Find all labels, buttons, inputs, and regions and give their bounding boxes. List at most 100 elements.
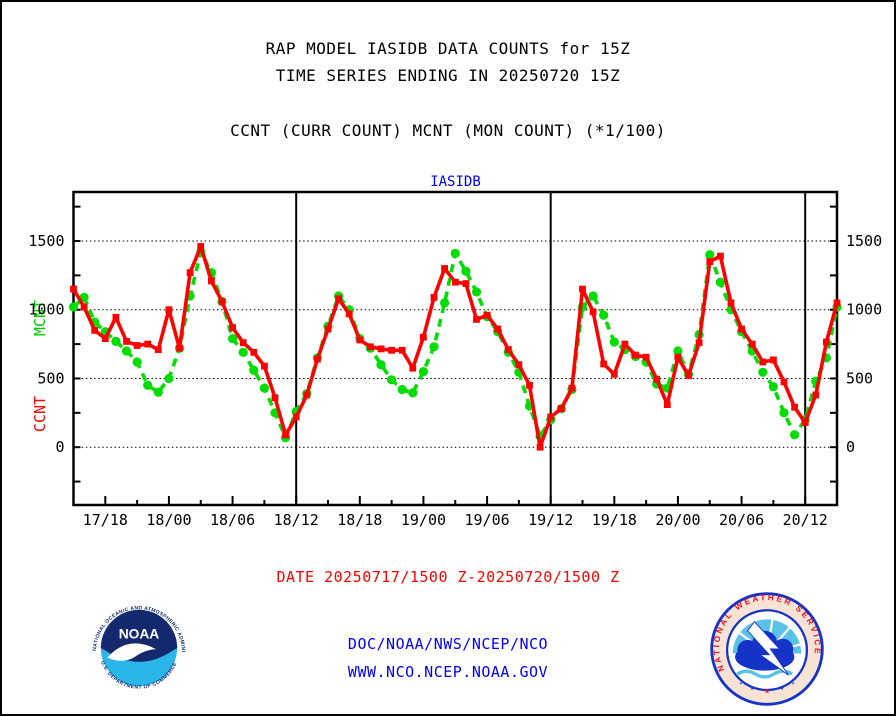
ccnt-point [430, 294, 438, 301]
mcnt-point [450, 248, 460, 258]
mcnt-point [779, 408, 789, 418]
ccnt-point [420, 333, 427, 341]
ccnt-point [547, 413, 555, 421]
x-tick-label: 19/12 [528, 511, 573, 529]
mcnt-point [599, 310, 609, 320]
x-tick-label: 18/06 [210, 511, 255, 529]
mcnt-point [429, 342, 439, 352]
y-tick-label-right: 1500 [846, 232, 882, 250]
x-tick-label: 19/18 [592, 511, 637, 529]
ccnt-point [282, 431, 289, 439]
mcnt-point [387, 375, 397, 385]
mcnt-point [715, 277, 726, 287]
ccnt-point [356, 336, 364, 344]
ccnt-point [685, 372, 692, 380]
mcnt-point [153, 387, 163, 397]
mcnt-point [397, 384, 407, 395]
x-tick-label: 20/06 [719, 511, 764, 529]
star-icon: ★ [792, 680, 795, 686]
ccnt-point [770, 356, 777, 364]
ccnt-point [154, 346, 162, 353]
mcnt-point [164, 373, 174, 384]
plot-title: IASIDB [430, 174, 481, 190]
ccnt-point [833, 299, 841, 307]
star-icon: ★ [739, 680, 742, 686]
mcnt-point [121, 346, 132, 356]
ccnt-point [144, 340, 152, 348]
y-tick-label-left: 1000 [28, 301, 64, 319]
mcnt-point [408, 388, 418, 398]
ccnt-point [398, 346, 406, 354]
ccnt-series [70, 243, 841, 451]
ccnt-point [823, 338, 830, 346]
y-tick-label-left: 1500 [28, 232, 64, 250]
mcnt-point [259, 383, 269, 393]
ccnt-point [706, 258, 714, 265]
mcnt-point [461, 266, 471, 276]
x-tick-label: 20/12 [783, 511, 828, 529]
mcnt-point [68, 302, 79, 312]
mcnt-point [376, 360, 386, 370]
mcnt-point [440, 298, 450, 308]
ccnt-point [483, 311, 491, 319]
mcnt-point [132, 357, 142, 367]
ccnt-point [218, 298, 226, 305]
ccnt-point [261, 362, 268, 370]
ccnt-point [101, 335, 109, 342]
chart-heading-line2: TIME SERIES ENDING IN 20250720 15Z [275, 66, 621, 85]
ccnt-point [674, 353, 682, 361]
ccnt-point [186, 269, 194, 276]
ccnt-point [303, 391, 311, 399]
ccnt-point [621, 340, 629, 348]
ccnt-line [71, 244, 839, 449]
ccnt-point [526, 381, 533, 389]
ccnt-point [239, 339, 247, 347]
ccnt-point [91, 327, 99, 334]
ccnt-point [377, 345, 385, 353]
ccnt-point [70, 285, 77, 293]
ccnt-point [208, 277, 215, 285]
ccnt-point [695, 339, 703, 347]
ccnt-point [441, 265, 448, 272]
ccnt-point [250, 348, 258, 356]
noaa-gull-icon [107, 643, 156, 661]
chart-heading-line1: RAP MODEL IASIDB DATA COUNTS for 15Z [265, 39, 631, 58]
ccnt-point [557, 405, 565, 413]
x-tick-label: 17/18 [83, 511, 128, 529]
noaa-logo-icon: NOAA NATIONAL OCEANIC AND ATMOSPHERIC AD… [86, 594, 192, 700]
y-tick-label-left: 500 [37, 369, 64, 387]
mcnt-point [418, 367, 428, 377]
ccnt-point [292, 413, 300, 421]
y-tick-label-right: 1000 [846, 301, 882, 319]
mcnt-point [249, 365, 259, 375]
nws-logo-icon: ★ ★ ★ ★ ★ NATIONAL WEATHER SERVICE [710, 592, 824, 706]
ccnt-point [314, 355, 321, 363]
ccnt-point [515, 361, 523, 369]
star-icon: ★ [780, 683, 785, 692]
ccnt-point [133, 342, 141, 349]
ccnt-point [494, 325, 502, 333]
x-tick-label: 19/00 [401, 511, 446, 529]
star-icon: ★ [764, 684, 770, 696]
ccnt-point [600, 360, 608, 368]
star-icon: ★ [750, 683, 755, 692]
org-link[interactable]: DOC/NOAA/NWS/NCEP/NCO [347, 635, 549, 653]
y-tick-label-right: 0 [846, 438, 855, 456]
url-link[interactable]: WWW.NCO.NCEP.NOAA.GOV [347, 663, 549, 681]
ccnt-point [271, 394, 279, 402]
ccnt-point [112, 313, 120, 321]
ccnt-point [176, 344, 183, 352]
ccnt-point [780, 378, 788, 386]
ccnt-point [748, 340, 756, 348]
ccnt-point [462, 280, 470, 287]
ccnt-point [632, 351, 639, 359]
ccnt-point [123, 338, 130, 345]
ccnt-point [473, 316, 480, 323]
ccnt-point [717, 252, 724, 260]
ccnt-point [812, 391, 820, 399]
mcnt-point [111, 336, 121, 346]
y-tick-label-right: 500 [846, 369, 873, 387]
ccnt-point [197, 243, 205, 250]
